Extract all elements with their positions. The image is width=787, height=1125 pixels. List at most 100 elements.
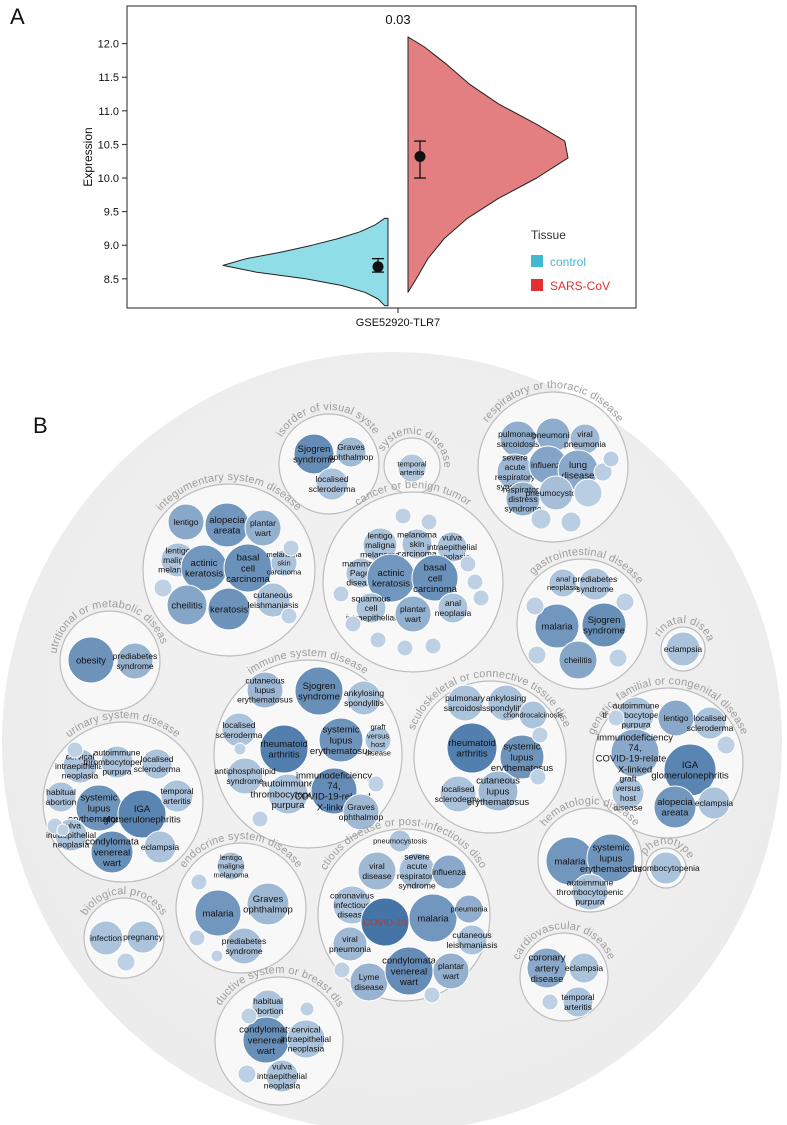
disease-bubble[interactable] <box>611 776 645 810</box>
disease-bubble[interactable] <box>332 926 368 962</box>
disease-bubble[interactable] <box>210 949 224 963</box>
disease-bubble[interactable] <box>607 709 625 727</box>
disease-node[interactable]: Sjogren syndrome <box>293 433 335 475</box>
disease-node[interactable]: eclampsia <box>565 952 604 984</box>
disease-bubble[interactable] <box>526 947 568 989</box>
disease-bubble[interactable] <box>244 509 282 547</box>
disease-node[interactable]: Graves ophthalmop <box>329 436 374 468</box>
disease-node[interactable]: lentigo <box>167 503 205 541</box>
disease-node[interactable]: IGA glomerulonephritis <box>103 789 181 839</box>
disease-bubble[interactable] <box>397 453 427 483</box>
disease-bubble[interactable] <box>299 1001 315 1017</box>
disease-bubble[interactable] <box>190 873 208 891</box>
disease-node[interactable]: condylomata venereal wart <box>239 1016 294 1064</box>
disease-node[interactable]: vulva intraepithelial neoplasia <box>257 1059 307 1093</box>
disease-bubble[interactable] <box>562 986 594 1018</box>
disease-node[interactable] <box>424 637 442 655</box>
disease-bubble[interactable] <box>167 503 205 541</box>
disease-bubble[interactable] <box>342 793 380 831</box>
disease-node[interactable] <box>190 873 208 891</box>
disease-bubble[interactable] <box>593 462 613 482</box>
disease-bubble[interactable] <box>367 775 385 793</box>
disease-bubble[interactable] <box>225 927 263 965</box>
disease-node[interactable]: chondrocalcinosis <box>503 700 563 730</box>
disease-node[interactable] <box>459 555 477 573</box>
disease-node[interactable] <box>233 742 247 756</box>
disease-node[interactable]: immunodeficiency 74, COVID-19-related, X-li… <box>596 728 675 778</box>
disease-bubble[interactable] <box>233 742 247 756</box>
disease-bubble[interactable] <box>665 631 701 667</box>
disease-node[interactable]: temporal arteritis <box>397 453 427 483</box>
disease-bubble[interactable] <box>560 511 582 533</box>
disease-node[interactable]: cutaneous lupus erythematosus <box>467 770 530 812</box>
disease-node[interactable] <box>251 810 269 828</box>
disease-node[interactable] <box>472 589 490 607</box>
disease-bubble[interactable] <box>439 775 477 813</box>
disease-node[interactable] <box>560 511 582 533</box>
disease-node[interactable] <box>525 596 545 616</box>
disease-node[interactable]: basal cell carcinoma <box>223 543 273 593</box>
disease-bubble[interactable] <box>586 833 636 883</box>
disease-node[interactable]: Graves ophthalmop <box>339 793 384 831</box>
disease-bubble[interactable] <box>602 450 620 468</box>
disease-node[interactable]: localised scleroderma <box>309 467 356 501</box>
disease-bubble[interactable] <box>529 768 547 786</box>
disease-node[interactable]: coronavirus infectious disease <box>330 885 374 925</box>
disease-node[interactable]: cheilitis <box>558 640 598 680</box>
disease-node[interactable] <box>240 1007 258 1025</box>
disease-node[interactable]: antiphospholipid syndrome <box>214 757 276 795</box>
disease-node[interactable]: lentigo maligna melanoma <box>213 851 249 881</box>
disease-node[interactable]: graft versus host disease <box>364 723 392 758</box>
disease-node[interactable] <box>530 508 552 530</box>
disease-bubble[interactable] <box>282 539 300 557</box>
disease-node[interactable]: pneumocystosis <box>526 475 587 511</box>
disease-node[interactable]: infection <box>88 920 124 956</box>
disease-node[interactable] <box>573 478 603 508</box>
disease-bubble[interactable] <box>315 467 349 501</box>
disease-bubble[interactable] <box>116 642 154 680</box>
disease-node[interactable]: actinic keratosis <box>180 544 228 592</box>
disease-bubble[interactable] <box>346 680 382 716</box>
disease-bubble[interactable] <box>649 851 683 885</box>
disease-node[interactable]: viral disease <box>357 851 397 891</box>
disease-bubble[interactable] <box>294 666 344 716</box>
disease-node[interactable] <box>396 639 414 657</box>
disease-node[interactable] <box>56 823 70 837</box>
disease-bubble[interactable] <box>117 789 167 839</box>
disease-node[interactable]: rheumatoid arthritis <box>259 724 309 774</box>
disease-bubble[interactable] <box>67 636 115 684</box>
disease-bubble[interactable] <box>716 735 736 755</box>
disease-bubble[interactable] <box>246 882 290 926</box>
disease-node[interactable] <box>237 1064 257 1084</box>
disease-node[interactable]: alopecia areata <box>204 502 250 548</box>
disease-node[interactable]: eclampsia <box>695 786 734 820</box>
disease-bubble[interactable] <box>166 584 208 626</box>
disease-bubble[interactable] <box>100 745 134 779</box>
disease-bubble[interactable] <box>431 854 467 890</box>
disease-node[interactable]: melanoma skin carcinoma <box>397 528 437 560</box>
disease-bubble[interactable] <box>525 596 545 616</box>
disease-node[interactable]: obesity <box>67 636 115 684</box>
disease-node[interactable]: prediabetes syndrome <box>113 642 157 680</box>
disease-bubble[interactable] <box>194 889 242 937</box>
disease-bubble[interactable] <box>456 924 488 956</box>
disease-node[interactable]: squamous cell intraepithelial <box>346 592 396 624</box>
disease-node[interactable]: cheilitis <box>166 584 208 626</box>
disease-bubble[interactable] <box>116 952 136 972</box>
disease-bubble[interactable] <box>364 726 392 754</box>
disease-node[interactable] <box>210 949 224 963</box>
disease-bubble[interactable] <box>454 894 484 924</box>
disease-bubble[interactable] <box>255 582 291 618</box>
disease-bubble[interactable] <box>267 773 309 815</box>
disease-bubble[interactable] <box>437 592 469 624</box>
disease-bubble[interactable] <box>188 929 206 947</box>
disease-bubble[interactable] <box>424 637 442 655</box>
disease-bubble[interactable] <box>527 645 547 665</box>
disease-node[interactable]: graft versus host disease <box>611 773 645 813</box>
disease-node[interactable]: habitual abortion <box>45 781 77 813</box>
disease-node[interactable]: localised scleroderma <box>216 712 263 748</box>
disease-node[interactable]: rheumatoid arthritis <box>446 722 498 774</box>
group-circle[interactable] <box>175 842 307 974</box>
disease-node[interactable]: anal neoplasia <box>435 592 472 624</box>
